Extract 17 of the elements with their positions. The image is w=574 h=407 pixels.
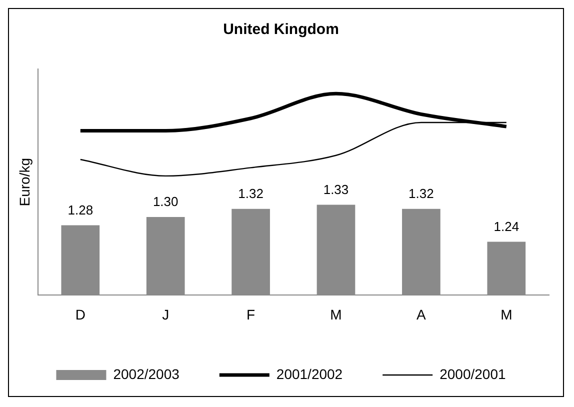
data-label: 1.32	[238, 186, 264, 201]
legend-label: 2000/2001	[440, 366, 506, 382]
data-label: 1.32	[408, 186, 434, 201]
legend-label: 2002/2003	[113, 366, 180, 382]
x-tick-label: F	[246, 306, 256, 322]
x-tick-label: M	[330, 306, 342, 322]
x-tick-label: J	[162, 306, 170, 322]
x-tick-label: D	[75, 306, 86, 322]
x-tick-label: A	[416, 306, 427, 322]
data-label: 1.30	[152, 194, 178, 210]
legend-label: 2001/2002	[276, 366, 343, 382]
data-label: 1.24	[494, 218, 520, 234]
data-label: 1.28	[68, 202, 94, 218]
chart-title: United Kingdom	[223, 21, 339, 38]
y-axis-title: Euro/kg	[16, 158, 32, 206]
data-label: 1.33	[323, 182, 349, 197]
x-tick-label: M	[500, 306, 512, 322]
